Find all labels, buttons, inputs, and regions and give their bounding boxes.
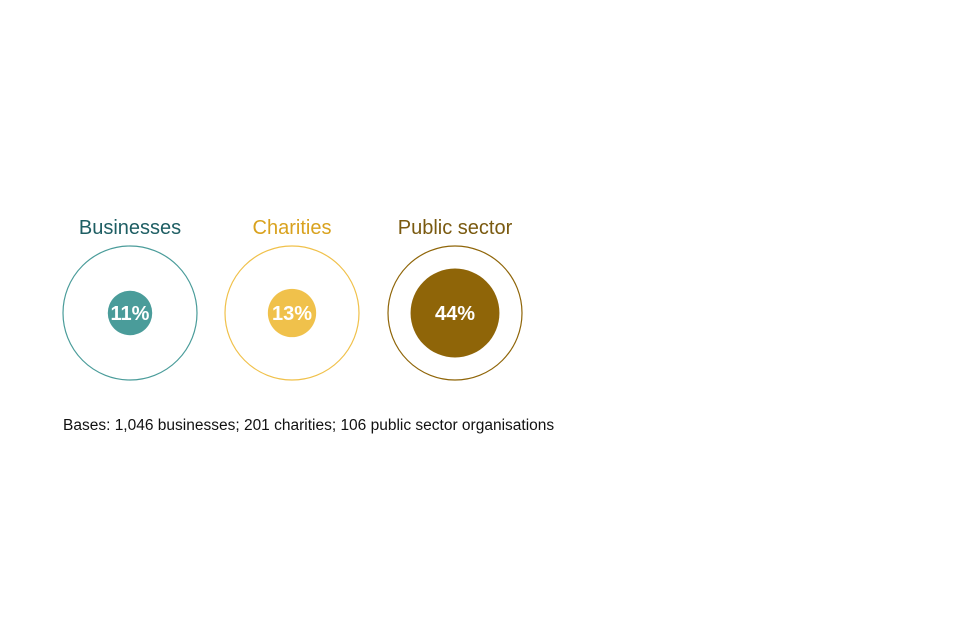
category-title-businesses: Businesses [79, 217, 181, 239]
outer-ring-businesses [62, 245, 198, 381]
category-title-charities: Charities [253, 217, 332, 239]
value-bubble-businesses [107, 290, 153, 336]
outer-ring-charities [224, 245, 360, 381]
value-label-charities: 13% [272, 303, 312, 325]
value-label-public-sector: 44% [435, 303, 475, 325]
bases-footnote: Bases: 1,046 businesses; 201 charities; … [63, 417, 555, 434]
category-title-public-sector: Public sector [398, 217, 513, 239]
outer-ring-public-sector [387, 245, 523, 381]
value-bubble-charities [267, 288, 317, 338]
value-bubble-public-sector [410, 268, 500, 358]
value-label-businesses: 11% [111, 303, 150, 325]
